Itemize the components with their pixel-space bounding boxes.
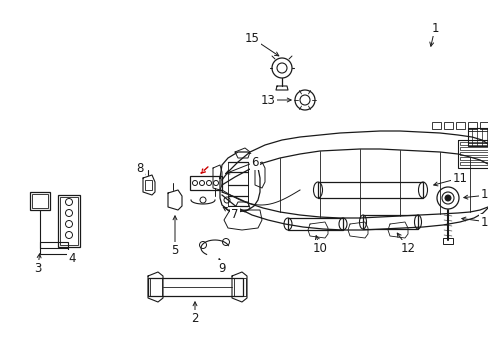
Text: 15: 15 [244, 31, 259, 45]
Text: 10: 10 [312, 242, 327, 255]
Bar [148, 278, 243, 296]
Text: 16: 16 [480, 216, 488, 229]
Circle shape [444, 195, 450, 201]
Text: 12: 12 [400, 242, 415, 255]
Bar [459, 147, 487, 150]
Bar [40, 242, 68, 254]
Text: 14: 14 [480, 189, 488, 202]
Text: 9: 9 [218, 261, 225, 274]
Bar [443, 122, 452, 129]
Bar [459, 162, 487, 165]
Bar [431, 122, 440, 129]
Text: 13: 13 [260, 94, 275, 107]
Bar [317, 182, 422, 198]
Bar [287, 218, 342, 230]
Bar [30, 192, 50, 210]
Bar [234, 278, 245, 296]
Bar [479, 122, 488, 129]
Bar [58, 195, 80, 247]
Bar [442, 238, 452, 244]
Text: 11: 11 [451, 171, 467, 184]
Bar [190, 176, 222, 190]
Text: 8: 8 [136, 162, 143, 175]
Bar [459, 142, 487, 145]
Bar [60, 197, 78, 245]
Bar [455, 122, 464, 129]
Bar [467, 128, 488, 146]
Bar [32, 194, 48, 208]
Text: 6: 6 [251, 156, 258, 168]
Bar [457, 140, 488, 168]
Text: 4: 4 [68, 252, 76, 265]
Text: 3: 3 [34, 261, 41, 274]
Bar [459, 157, 487, 160]
Bar [150, 278, 162, 296]
Text: 5: 5 [171, 243, 178, 256]
Bar [362, 215, 417, 229]
Bar [145, 180, 152, 190]
Text: 7: 7 [231, 208, 238, 221]
Text: 2: 2 [191, 311, 198, 324]
Bar [467, 131, 488, 143]
Text: 1: 1 [430, 22, 438, 35]
Bar [459, 152, 487, 155]
Bar [467, 122, 476, 129]
